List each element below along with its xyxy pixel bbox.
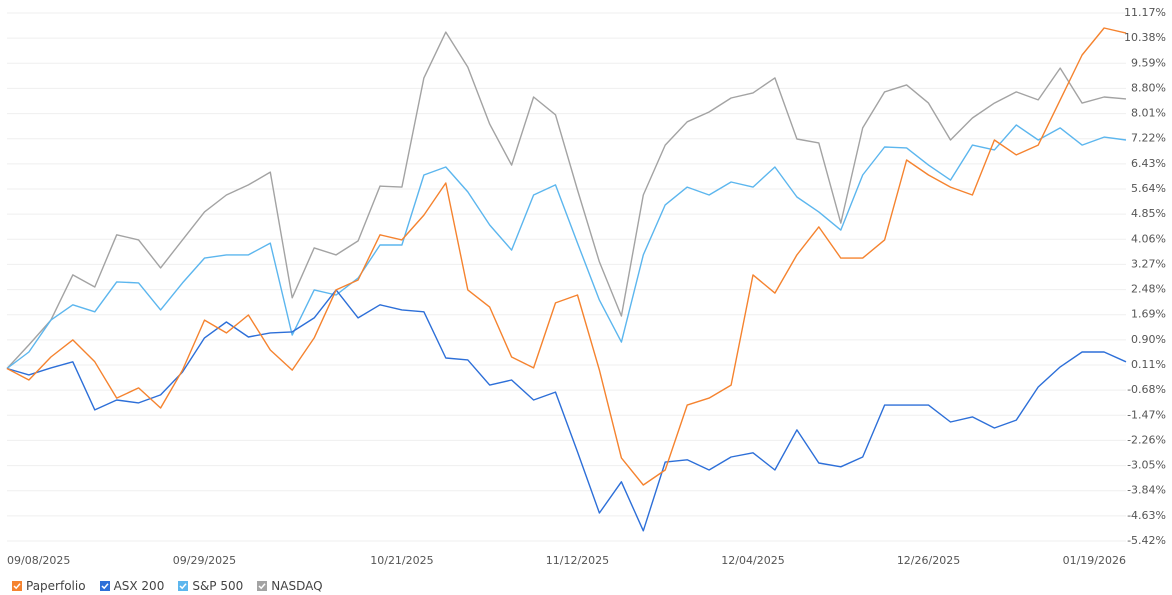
check-icon: [13, 583, 21, 590]
x-tick-label: 09/08/2025: [7, 554, 70, 567]
series-line: [6, 27, 1127, 486]
y-tick-label: -0.68%: [1127, 383, 1166, 396]
y-tick-label: -4.63%: [1127, 509, 1166, 522]
y-tick-label: 10.38%: [1124, 31, 1166, 44]
series-line: [6, 31, 1127, 369]
legend-label: ASX 200: [113, 579, 165, 593]
y-tick-label: 0.90%: [1131, 333, 1166, 346]
y-tick-label: 4.06%: [1131, 232, 1166, 245]
y-tick-label: 1.69%: [1131, 308, 1166, 321]
legend-label: S&P 500: [192, 579, 244, 593]
chart: 11.17% 10.38% 9.59% 8.80% 8.01% 7.22% 6.43% 5.6…: [6, 6, 1166, 567]
x-tick-label: 12/26/2025: [897, 554, 960, 567]
check-icon: [101, 583, 109, 590]
x-tick-label: 09/29/2025: [173, 554, 236, 567]
legend-item[interactable]: ASX 200: [99, 579, 165, 593]
y-tick-label: 8.01%: [1131, 107, 1166, 120]
legend: Paperfolio ASX 200 S&P 500 NASDAQ: [12, 579, 323, 593]
y-tick-label: 0.11%: [1131, 358, 1166, 371]
check-icon: [258, 583, 266, 590]
x-tick-label: 12/04/2025: [721, 554, 784, 567]
y-tick-label: 2.48%: [1131, 283, 1166, 296]
y-tick-label: -1.47%: [1127, 408, 1166, 421]
legend-item[interactable]: NASDAQ: [257, 579, 323, 593]
x-tick-label: 11/12/2025: [546, 554, 609, 567]
y-tick-label: 11.17%: [1124, 6, 1166, 19]
y-tick-label: -5.42%: [1127, 534, 1166, 547]
legend-label: NASDAQ: [271, 579, 323, 593]
legend-swatch: [12, 581, 22, 591]
check-icon: [179, 583, 187, 590]
y-tick-label: 9.59%: [1131, 56, 1166, 69]
legend-swatch: [178, 581, 189, 591]
x-tick-label: 10/21/2025: [370, 554, 433, 567]
y-tick-label: -3.05%: [1127, 459, 1166, 472]
series-line: [6, 124, 1127, 370]
y-tick-label: -2.26%: [1127, 433, 1166, 446]
x-tick-label: 01/19/2026: [1063, 554, 1126, 567]
legend-item[interactable]: S&P 500: [178, 579, 243, 593]
legend-item[interactable]: Paperfolio: [12, 579, 86, 593]
legend-swatch: [99, 581, 110, 591]
legend-swatch: [257, 581, 268, 591]
legend-label: Paperfolio: [26, 579, 86, 593]
y-tick-label: 4.85%: [1131, 207, 1166, 220]
y-tick-label: 8.80%: [1131, 81, 1166, 94]
y-tick-label: 6.43%: [1131, 157, 1166, 170]
series-line: [6, 289, 1127, 532]
y-tick-label: 7.22%: [1131, 132, 1166, 145]
y-tick-label: 3.27%: [1131, 257, 1166, 270]
y-tick-label: 5.64%: [1131, 182, 1166, 195]
y-tick-label: -3.84%: [1127, 484, 1166, 497]
